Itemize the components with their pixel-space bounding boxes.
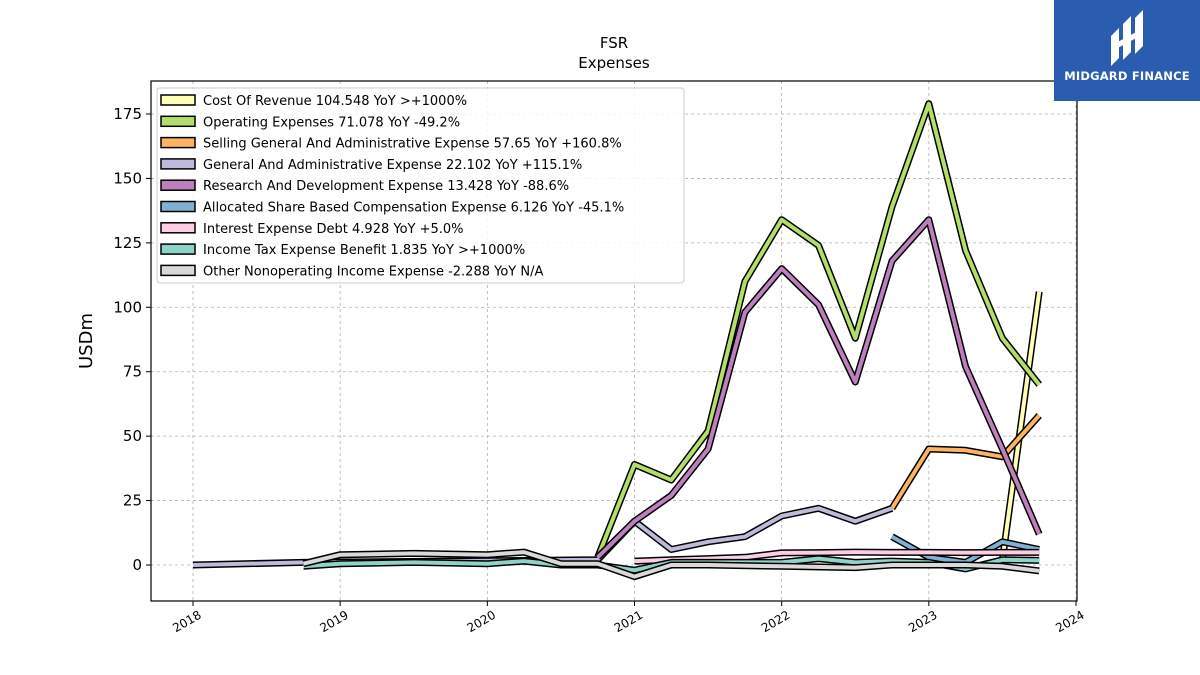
x-tick-label: 2023: [906, 608, 939, 635]
series-line: [889, 413, 1042, 511]
series-line: [634, 548, 1040, 565]
series-line-stroke: [596, 217, 1042, 559]
series-line: [302, 548, 1040, 581]
legend-swatch: [160, 243, 196, 255]
chart-subtitle: Expenses: [578, 54, 650, 72]
legend-swatch: [160, 179, 196, 191]
midgard-logo-icon: [1111, 10, 1143, 66]
y-tick-label: 125: [113, 234, 142, 252]
legend-label: Selling General And Administrative Expen…: [203, 137, 622, 152]
legend-box: [156, 87, 685, 284]
legend: Cost Of Revenue 104.548 YoY >+1000% Opera…: [156, 87, 685, 284]
series-line-stroke: [595, 101, 1041, 559]
series-line-stroke: [302, 550, 1040, 579]
series-line: [594, 100, 1042, 559]
series-line-stroke: [1000, 291, 1042, 561]
x-tick-label: 2020: [465, 608, 498, 635]
series-line-stroke: [890, 414, 1041, 510]
legend-label: Research And Development Expense 13.428 …: [203, 179, 569, 194]
legend-label: Income Tax Expense Benefit 1.835 YoY >+1…: [203, 243, 525, 258]
y-tick-label: 0: [132, 556, 142, 574]
legend-label: Allocated Share Based Compensation Expen…: [203, 201, 624, 216]
x-tick-label: 2021: [612, 608, 645, 635]
legend-swatch: [160, 136, 196, 149]
legend-swatch: [160, 200, 196, 213]
y-tick-label: 175: [113, 105, 142, 123]
y-tick-label: 50: [123, 427, 142, 445]
series-line: [998, 291, 1043, 561]
plot-frame: [150, 80, 1078, 602]
y-axis-label: USDm: [76, 313, 97, 369]
legend-label: Interest Expense Debt 4.928 YoY +5.0%: [203, 222, 464, 237]
series-lines: [192, 100, 1043, 581]
legend-label: Operating Expenses 71.078 YoY -49.2%: [203, 115, 460, 130]
chart-title: FSR: [600, 34, 628, 52]
legend-swatch: [160, 94, 196, 106]
legend-label: Cost Of Revenue 104.548 YoY >+1000%: [203, 94, 467, 109]
y-tick-label: 75: [123, 363, 142, 381]
brand-name: MIDGARD FINANCE: [1064, 69, 1190, 83]
x-tick-label: 2018: [170, 608, 203, 635]
series-line: [595, 216, 1043, 560]
legend-label: General And Administrative Expense 22.10…: [203, 158, 582, 173]
legend-swatch: [160, 222, 196, 234]
x-tick-label: 2022: [759, 608, 792, 635]
series-line-stroke: [634, 550, 1040, 564]
x-tick-label: 2024: [1053, 608, 1086, 635]
y-tick-label: 150: [113, 169, 142, 187]
x-tick-label: 2019: [317, 608, 350, 635]
legend-swatch: [160, 115, 196, 128]
brand-logo: MIDGARD FINANCE: [1054, 0, 1200, 101]
y-tick-label: 25: [123, 492, 142, 510]
legend-label: Other Nonoperating Income Expense -2.288…: [203, 264, 543, 279]
y-tick-label: 100: [113, 298, 142, 316]
legend-swatch: [160, 158, 196, 170]
legend-swatch: [160, 264, 196, 277]
